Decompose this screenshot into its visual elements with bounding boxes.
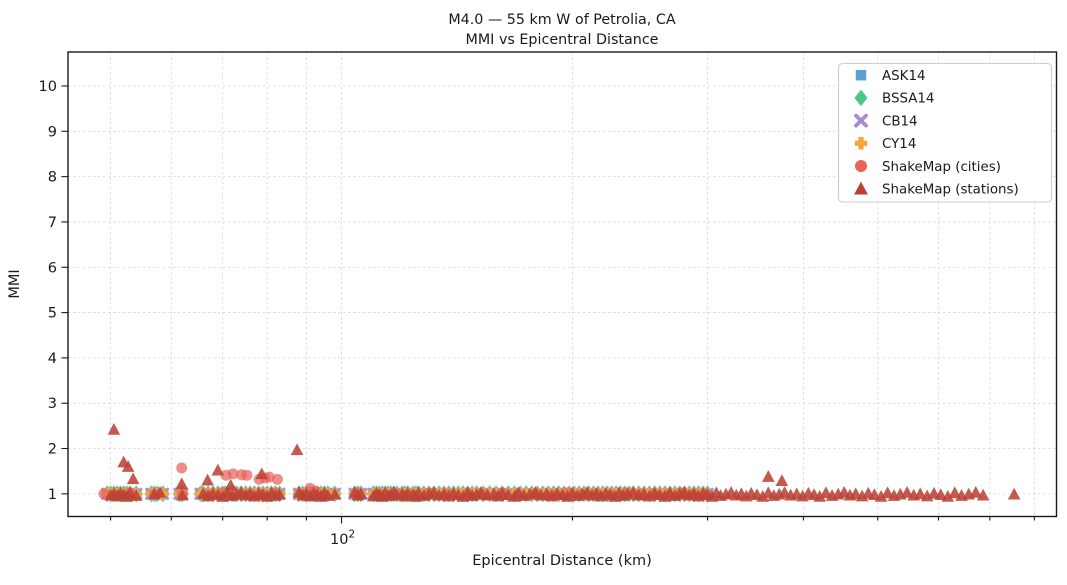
y-tick-label: 10 <box>39 79 57 95</box>
data-point-marker <box>855 160 867 172</box>
data-point-marker <box>775 474 789 486</box>
data-point-marker <box>874 490 888 502</box>
y-tick-label: 9 <box>48 124 57 140</box>
legend-label: BSSA14 <box>882 92 934 107</box>
axis-ticks <box>61 85 1035 524</box>
data-points <box>98 422 1021 503</box>
y-tick-label: 3 <box>48 396 57 412</box>
data-point-marker <box>328 487 342 500</box>
data-point-marker <box>107 422 121 435</box>
legend-label: ShakeMap (cities) <box>882 160 1001 175</box>
chart-title-line1: M4.0 — 55 km W of Petrolia, CA <box>448 12 676 28</box>
data-point-marker <box>255 467 269 480</box>
data-point-marker <box>474 485 488 498</box>
data-point-marker <box>129 489 143 501</box>
data-point-marker <box>854 181 868 195</box>
grid-lines <box>68 52 1057 517</box>
legend-item-cb14: CB14 <box>854 113 918 129</box>
data-point-marker <box>201 473 214 486</box>
series-shakemap-stations- <box>104 422 1021 502</box>
y-tick-label: 6 <box>48 260 57 276</box>
y-tick-label: 4 <box>48 351 57 367</box>
y-tick-labels: 1 2 3 4 5 6 7 8 9 10 <box>39 79 57 503</box>
data-point-marker <box>854 89 868 107</box>
data-point-marker <box>948 486 962 499</box>
x-axis-label: Epicentral Distance (km) <box>472 553 652 569</box>
data-point-marker <box>756 490 770 502</box>
data-point-marker <box>121 460 135 472</box>
data-point-marker <box>175 488 189 501</box>
data-point-marker <box>1007 487 1021 500</box>
data-point-marker <box>354 487 368 500</box>
data-point-marker <box>854 137 868 150</box>
data-point-marker <box>900 485 914 498</box>
y-tick-label: 2 <box>48 442 57 458</box>
legend-box <box>837 62 1053 203</box>
data-point-marker <box>813 490 826 502</box>
data-point-marker <box>176 462 188 474</box>
legend-item-ask14: ASK14 <box>855 69 925 84</box>
y-tick-label: 5 <box>48 306 57 322</box>
legend-label: CB14 <box>882 114 918 129</box>
data-point-marker <box>976 488 990 501</box>
y-tick-label: 8 <box>48 170 57 186</box>
y-tick-label: 1 <box>48 487 57 503</box>
data-point-marker <box>211 463 225 476</box>
data-point-marker <box>273 487 286 500</box>
data-point-marker <box>913 487 927 500</box>
data-point-marker <box>227 468 239 480</box>
data-point-marker <box>941 490 955 502</box>
legend-item-shakemap-cities-: ShakeMap (cities) <box>855 160 1001 175</box>
data-point-marker <box>762 470 775 482</box>
legend-label: CY14 <box>882 137 916 152</box>
x-major-tick-label: 102 <box>330 529 355 549</box>
legend: ASK14 BSSA14 CB14 CY14 ShakeMap (cities) Shak… <box>837 62 1053 203</box>
legend-item-shakemap-stations-: ShakeMap (stations) <box>854 181 1019 198</box>
y-axis-label: MMI <box>7 269 23 298</box>
data-point-marker <box>224 478 237 491</box>
data-point-marker <box>290 443 304 456</box>
data-point-marker <box>241 469 253 481</box>
plot-border <box>67 51 1058 518</box>
y-tick-label: 7 <box>48 215 57 231</box>
legend-item-cy14: CY14 <box>854 137 916 152</box>
data-point-marker <box>153 485 167 498</box>
x-major-tick-base: 10 <box>330 532 348 548</box>
data-point-marker <box>969 485 983 498</box>
data-point-marker <box>175 477 189 490</box>
data-point-marker <box>854 113 868 128</box>
data-point-marker <box>934 488 948 500</box>
data-point-marker <box>126 472 140 485</box>
data-point-marker <box>271 473 283 485</box>
chart-title-line2: MMI vs Epicentral Distance <box>466 32 659 48</box>
x-major-tick-exponent: 2 <box>348 529 355 541</box>
legend-label: ASK14 <box>882 69 925 84</box>
legend-item-bssa14: BSSA14 <box>854 89 934 107</box>
legend-label: ShakeMap (stations) <box>882 183 1019 198</box>
data-point-marker <box>855 69 867 81</box>
